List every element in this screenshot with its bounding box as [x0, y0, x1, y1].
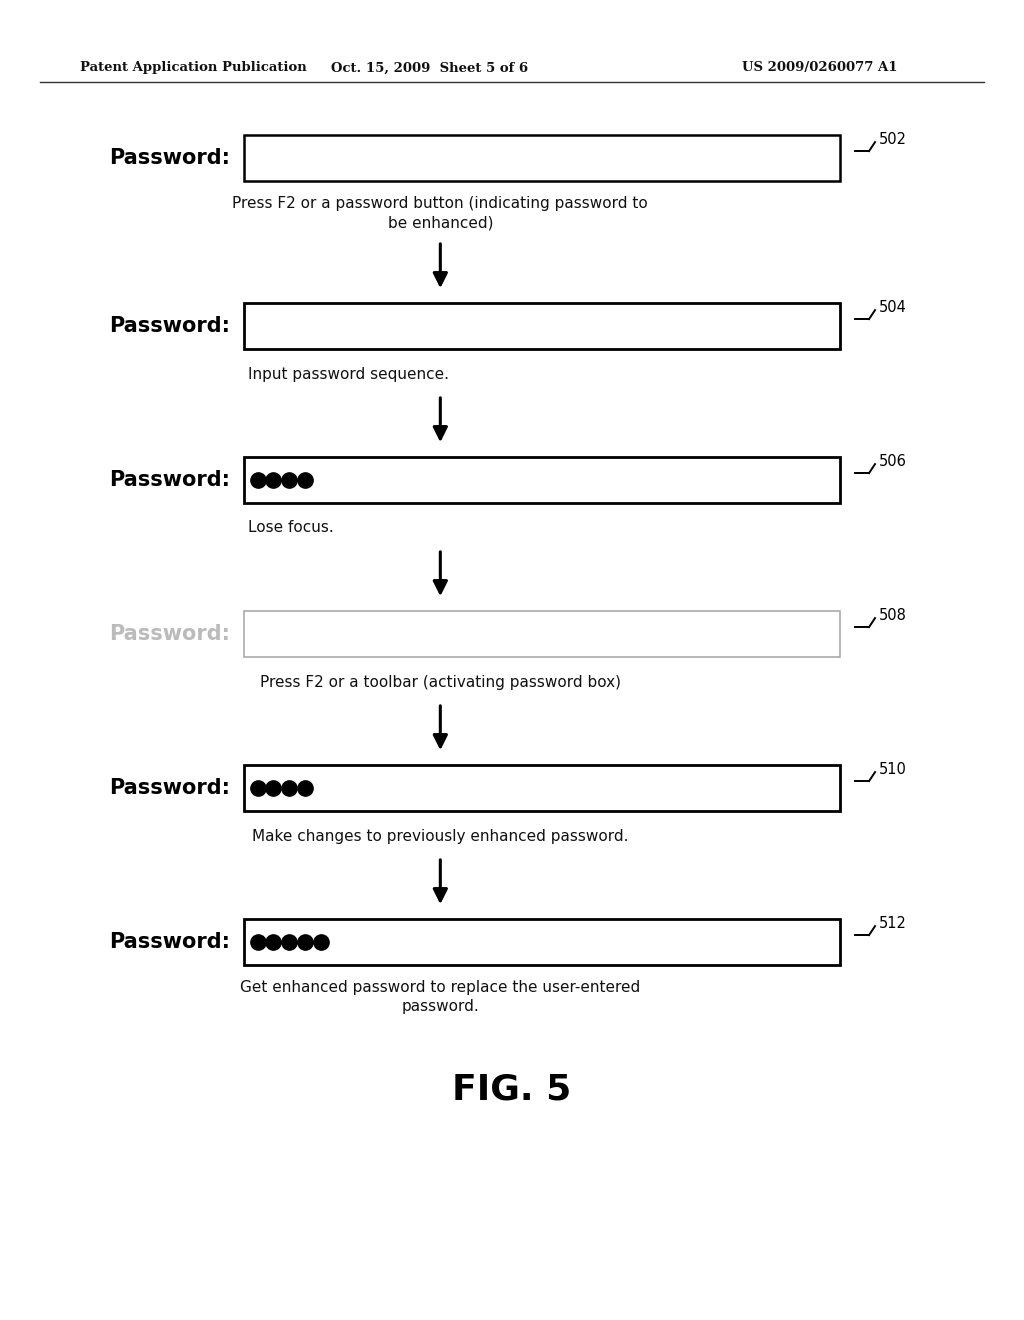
Text: 512: 512	[879, 916, 907, 931]
Text: Input password sequence.: Input password sequence.	[248, 367, 449, 381]
Text: 508: 508	[879, 607, 907, 623]
Text: Press F2 or a password button (indicating password to
be enhanced): Press F2 or a password button (indicatin…	[232, 195, 648, 231]
Text: 504: 504	[879, 300, 907, 314]
Bar	[244, 611, 840, 657]
Text: 502: 502	[879, 132, 907, 147]
Bar	[244, 135, 840, 181]
Text: Password:: Password:	[110, 624, 230, 644]
Text: Password:: Password:	[110, 777, 230, 799]
Text: Make changes to previously enhanced password.: Make changes to previously enhanced pass…	[252, 829, 629, 843]
Text: Get enhanced password to replace the user-entered
password.: Get enhanced password to replace the use…	[241, 979, 640, 1014]
Text: US 2009/0260077 A1: US 2009/0260077 A1	[742, 62, 898, 74]
Text: 510: 510	[879, 762, 907, 776]
Text: Password:: Password:	[110, 315, 230, 337]
Bar	[244, 766, 840, 810]
Text: Password:: Password:	[110, 148, 230, 168]
Bar	[244, 457, 840, 503]
Text: Patent Application Publication: Patent Application Publication	[80, 62, 307, 74]
Text: Lose focus.: Lose focus.	[248, 520, 334, 536]
Text: Password:: Password:	[110, 932, 230, 952]
Text: FIG. 5: FIG. 5	[453, 1072, 571, 1106]
Text: Oct. 15, 2009  Sheet 5 of 6: Oct. 15, 2009 Sheet 5 of 6	[332, 62, 528, 74]
Text: Password:: Password:	[110, 470, 230, 490]
Text: Press F2 or a toolbar (activating password box): Press F2 or a toolbar (activating passwo…	[260, 675, 621, 689]
Text: 506: 506	[879, 454, 907, 469]
Bar	[244, 304, 840, 348]
Bar	[244, 919, 840, 965]
